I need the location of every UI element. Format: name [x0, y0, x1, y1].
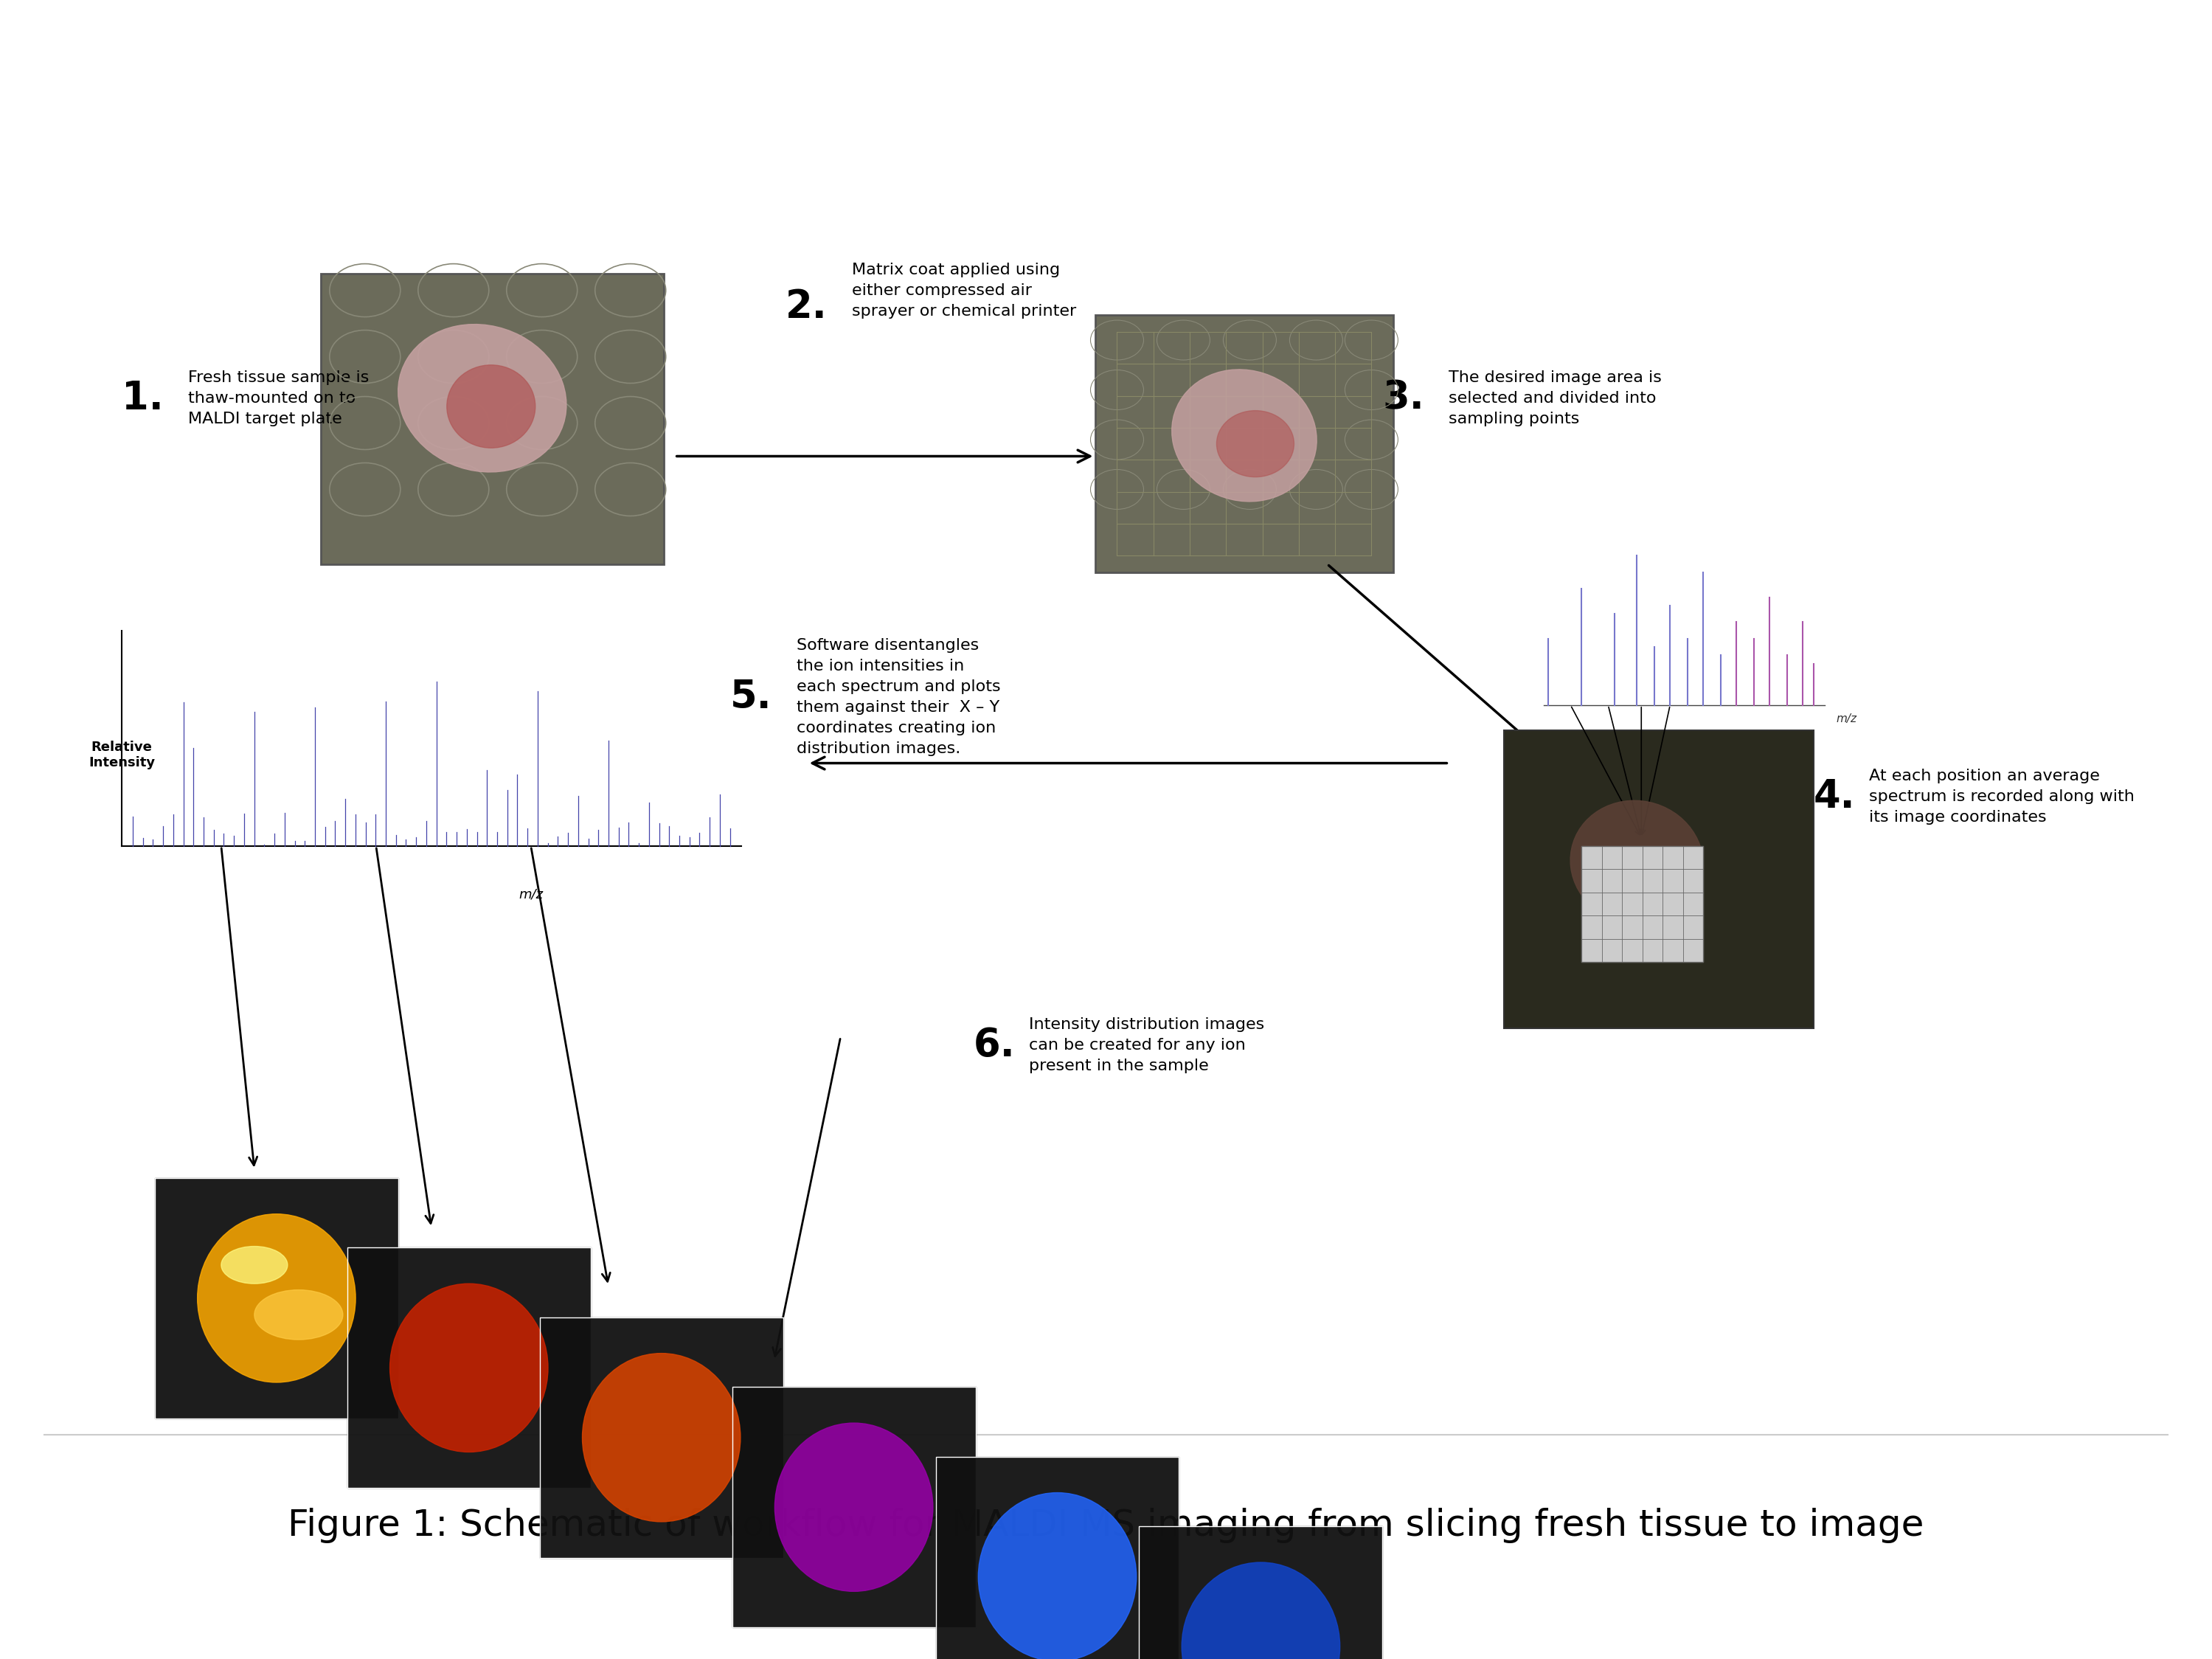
Ellipse shape	[1181, 1563, 1340, 1659]
Polygon shape	[1139, 1526, 1382, 1659]
Polygon shape	[155, 1178, 398, 1418]
FancyBboxPatch shape	[1582, 846, 1703, 962]
Ellipse shape	[774, 1423, 933, 1591]
Ellipse shape	[1571, 801, 1703, 924]
Text: Intensity distribution images
can be created for any ion
present in the sample: Intensity distribution images can be cre…	[1029, 1017, 1263, 1073]
Ellipse shape	[389, 1284, 549, 1452]
Ellipse shape	[582, 1354, 741, 1521]
FancyBboxPatch shape	[1095, 315, 1394, 572]
Ellipse shape	[221, 1246, 288, 1284]
Text: 2.: 2.	[785, 287, 827, 327]
Ellipse shape	[978, 1493, 1137, 1659]
Ellipse shape	[254, 1291, 343, 1340]
Ellipse shape	[447, 365, 535, 448]
Polygon shape	[732, 1387, 975, 1627]
Text: Relative
Intensity: Relative Intensity	[88, 740, 155, 770]
FancyBboxPatch shape	[321, 274, 664, 564]
Ellipse shape	[1217, 410, 1294, 478]
Ellipse shape	[398, 324, 566, 473]
Text: 4.: 4.	[1814, 776, 1856, 816]
Polygon shape	[347, 1248, 591, 1488]
Text: Matrix coat applied using
either compressed air
sprayer or chemical printer: Matrix coat applied using either compres…	[852, 262, 1075, 319]
Ellipse shape	[1172, 370, 1316, 501]
Text: m/z: m/z	[1836, 713, 1856, 725]
Text: At each position an average
spectrum is recorded along with
its image coordinate: At each position an average spectrum is …	[1869, 768, 2135, 825]
FancyBboxPatch shape	[1504, 730, 1814, 1029]
Text: Figure 1: Schematic of workflow for MALDI MS imaging from slicing fresh tissue t: Figure 1: Schematic of workflow for MALD…	[288, 1508, 1924, 1543]
Polygon shape	[540, 1317, 783, 1558]
Text: 5.: 5.	[730, 677, 772, 717]
Text: 1.: 1.	[122, 378, 164, 418]
Polygon shape	[936, 1457, 1179, 1659]
Text: 3.: 3.	[1382, 378, 1425, 418]
Text: The desired image area is
selected and divided into
sampling points: The desired image area is selected and d…	[1449, 370, 1661, 426]
Text: m/z: m/z	[518, 888, 544, 901]
Text: Software disentangles
the ion intensities in
each spectrum and plots
them agains: Software disentangles the ion intensitie…	[796, 637, 1000, 757]
Text: 6.: 6.	[973, 1025, 1015, 1065]
Text: Fresh tissue sample is
thaw-mounted on to
MALDI target plate: Fresh tissue sample is thaw-mounted on t…	[188, 370, 369, 426]
Ellipse shape	[197, 1214, 356, 1382]
